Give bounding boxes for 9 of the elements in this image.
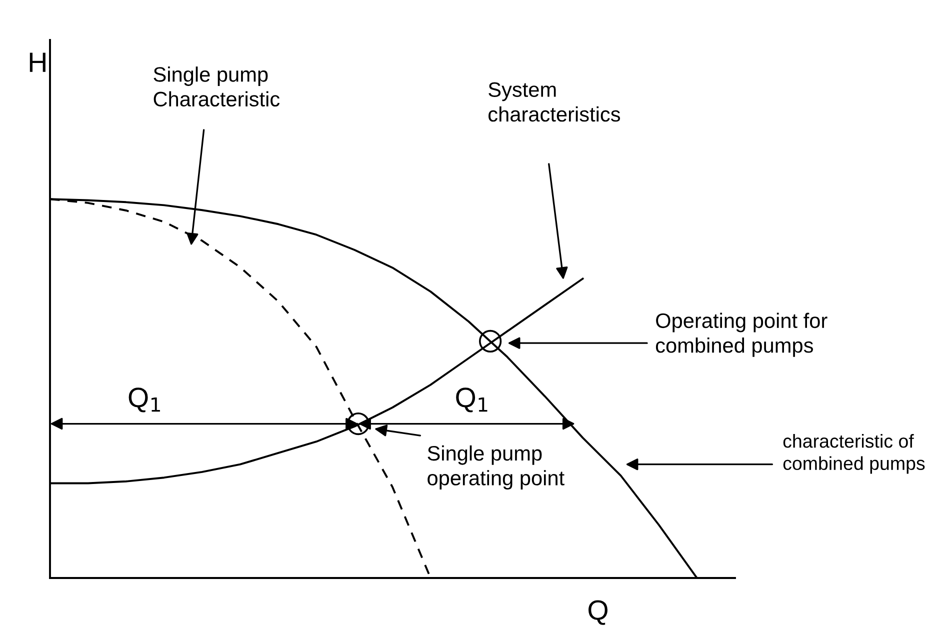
text: System characteristics bbox=[488, 82, 620, 122]
text: Single pump Characteristic bbox=[154, 66, 280, 107]
annotation: Operating point for combined pumps bbox=[656, 312, 828, 357]
annotation: Q$_{1}$ bbox=[128, 388, 160, 412]
annotation: Q$_{1}$ bbox=[456, 388, 488, 412]
annotation: Single pump operating point bbox=[428, 445, 564, 490]
y-axis-title: H bbox=[30, 52, 46, 72]
text: characteristic of combined pumps bbox=[783, 434, 925, 474]
x-axis-title: Q bbox=[588, 600, 608, 625]
